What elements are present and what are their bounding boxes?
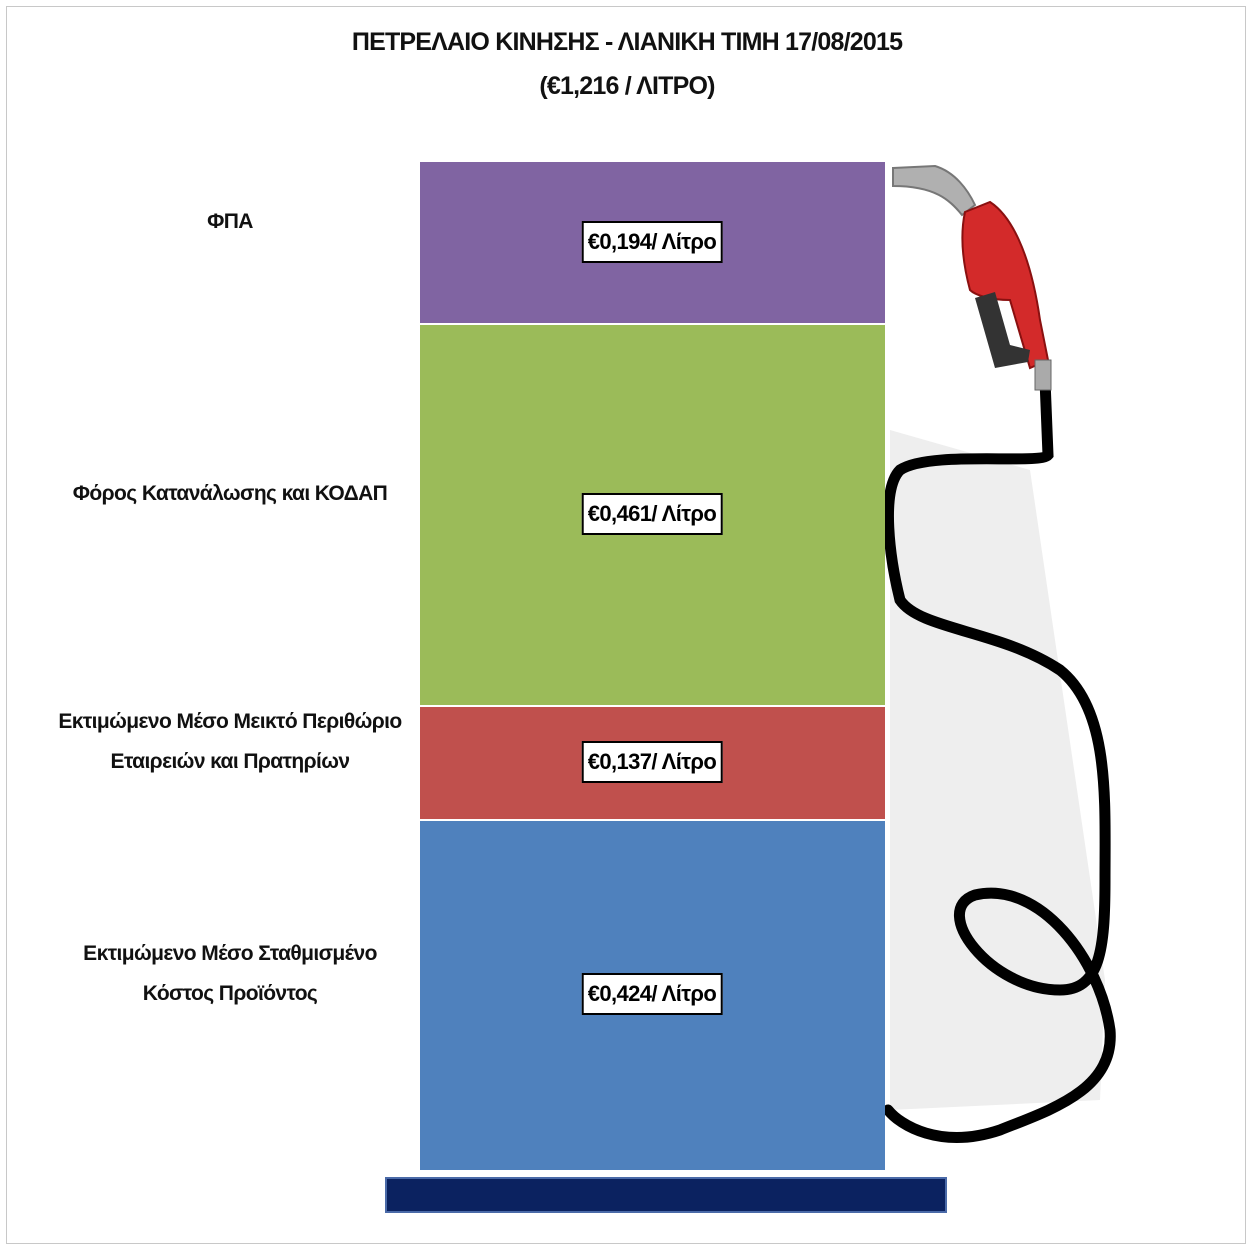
nozzle-joint bbox=[1034, 359, 1052, 391]
nozzle-spout bbox=[892, 164, 977, 217]
pump-base bbox=[385, 1177, 947, 1213]
chart-title: ΠΕΤΡΕΛΑΙΟ ΚΙΝΗΣΗΣ - ΛΙΑΝΙΚΗ ΤΙΜΗ 17/08/2… bbox=[351, 28, 903, 56]
value-label: €0,461/ Λίτρο bbox=[581, 492, 723, 535]
legend-label: Φόρος Κατανάλωσης και ΚΟΔΑΠ bbox=[72, 481, 388, 505]
frame bbox=[6, 6, 1246, 1244]
value-label: €0,194/ Λίτρο bbox=[581, 221, 723, 264]
legend-label: Εκτιμώμενο Μέσο Μεικτό Περιθώριο Εταιρει… bbox=[58, 709, 402, 773]
nozzle-body bbox=[961, 200, 1050, 370]
value-label: €0,424/ Λίτρο bbox=[581, 973, 723, 1016]
legend-label: Εκτιμώμενο Μέσο Σταθμισμένο Κόστος Προϊό… bbox=[83, 942, 377, 1006]
nozzle-trigger bbox=[975, 292, 1030, 368]
shadow bbox=[890, 430, 1105, 1110]
hose bbox=[882, 374, 1116, 1143]
value-label: €0,137/ Λίτρο bbox=[581, 740, 723, 783]
chart-subtitle: (€1,216 / ΛΙΤΡΟ) bbox=[539, 72, 715, 100]
legend-label: ΦΠΑ bbox=[207, 210, 253, 234]
